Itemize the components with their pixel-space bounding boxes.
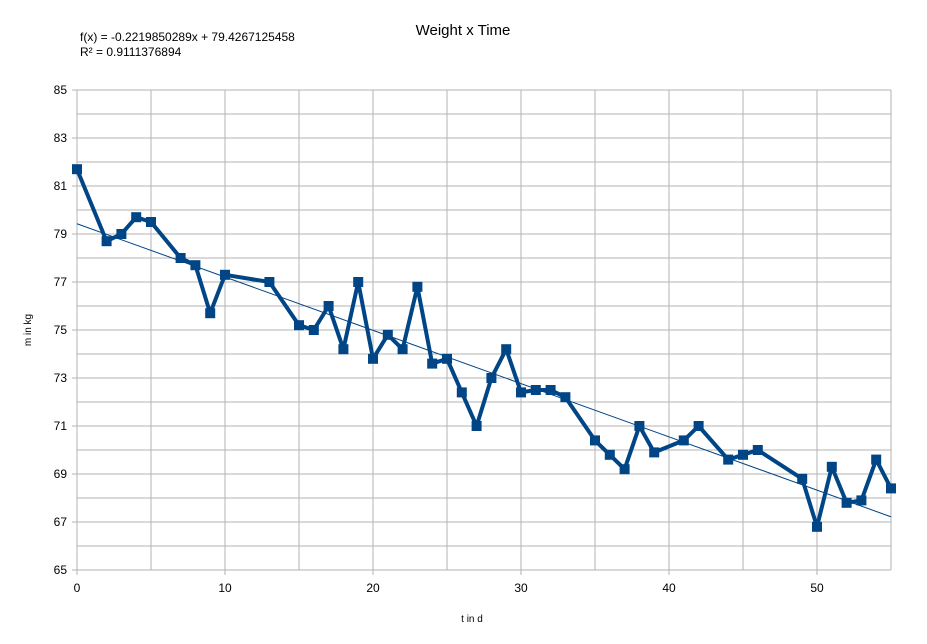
y-tick-label: 65 (54, 563, 68, 577)
data-point (471, 421, 482, 431)
data-point (72, 164, 82, 175)
data-point (560, 392, 571, 403)
data-point (294, 320, 304, 331)
x-tick-label: 40 (662, 581, 676, 595)
data-point (723, 454, 734, 465)
data-point (205, 308, 216, 319)
x-tick-label: 50 (810, 581, 824, 595)
y-tick-label: 85 (54, 83, 68, 97)
data-point (456, 387, 467, 398)
data-point (590, 435, 600, 446)
data-point (338, 344, 349, 355)
y-tick-label: 83 (54, 131, 68, 145)
data-point (486, 373, 497, 383)
data-point (516, 387, 526, 398)
trendline-equation: f(x) = -0.2219850289x + 79.4267125458 (80, 30, 295, 44)
data-point (738, 449, 748, 460)
data-point (649, 447, 660, 458)
data-point (856, 495, 867, 506)
x-axis-tick-labels: 0 10 20 30 40 50 (74, 581, 824, 595)
data-point (619, 464, 630, 475)
data-point (131, 212, 142, 223)
y-tick-label: 81 (54, 179, 68, 193)
data-point (634, 421, 645, 431)
data-point (175, 253, 186, 263)
data-point (368, 353, 378, 364)
y-tick-label: 69 (54, 467, 68, 481)
y-tick-label: 79 (54, 227, 68, 241)
data-point (146, 217, 156, 227)
data-point (412, 281, 423, 292)
gridlines (77, 90, 891, 570)
series-line (75, 168, 893, 529)
data-point (797, 473, 808, 484)
data-point (530, 385, 541, 395)
y-tick-label: 67 (54, 515, 68, 529)
data-point (397, 344, 408, 355)
x-tick-label: 20 (366, 581, 380, 595)
trendline-r-squared: R² = 0.9111376894 (80, 45, 182, 59)
y-axis-label: m in kg (23, 314, 34, 346)
y-tick-label: 77 (54, 275, 68, 289)
chart-title: Weight x Time (416, 22, 511, 39)
trendline (76, 223, 892, 518)
data-point (545, 385, 556, 395)
data-point (264, 277, 275, 287)
y-tick-label: 73 (54, 371, 68, 385)
data-point (442, 353, 452, 364)
y-axis-tick-labels: 65 67 69 71 73 75 77 79 81 83 85 (54, 83, 68, 577)
data-point (678, 435, 689, 446)
data-point (693, 421, 704, 431)
x-tick-label: 0 (74, 581, 81, 595)
data-point (826, 461, 837, 472)
x-tick-label: 30 (514, 581, 528, 595)
data-point (427, 358, 438, 369)
data-point (752, 445, 763, 455)
data-point (353, 277, 364, 287)
data-point (190, 260, 201, 271)
data-point (382, 329, 393, 340)
data-point (308, 325, 319, 335)
series (72, 164, 896, 532)
data-point (604, 449, 615, 460)
trendline-line (76, 223, 892, 518)
x-tick-label: 10 (218, 581, 232, 595)
y-tick-label: 75 (54, 323, 68, 337)
plot-area (72, 89, 896, 575)
data-point (812, 521, 822, 532)
y-tick-label: 71 (54, 419, 68, 433)
data-point (116, 229, 127, 239)
data-point (323, 301, 334, 311)
data-point (871, 454, 882, 465)
data-point (886, 483, 896, 494)
x-axis-label: t in d (461, 614, 483, 625)
data-point (220, 269, 230, 280)
data-point (841, 497, 852, 508)
data-point (501, 344, 512, 355)
data-point (101, 236, 112, 247)
